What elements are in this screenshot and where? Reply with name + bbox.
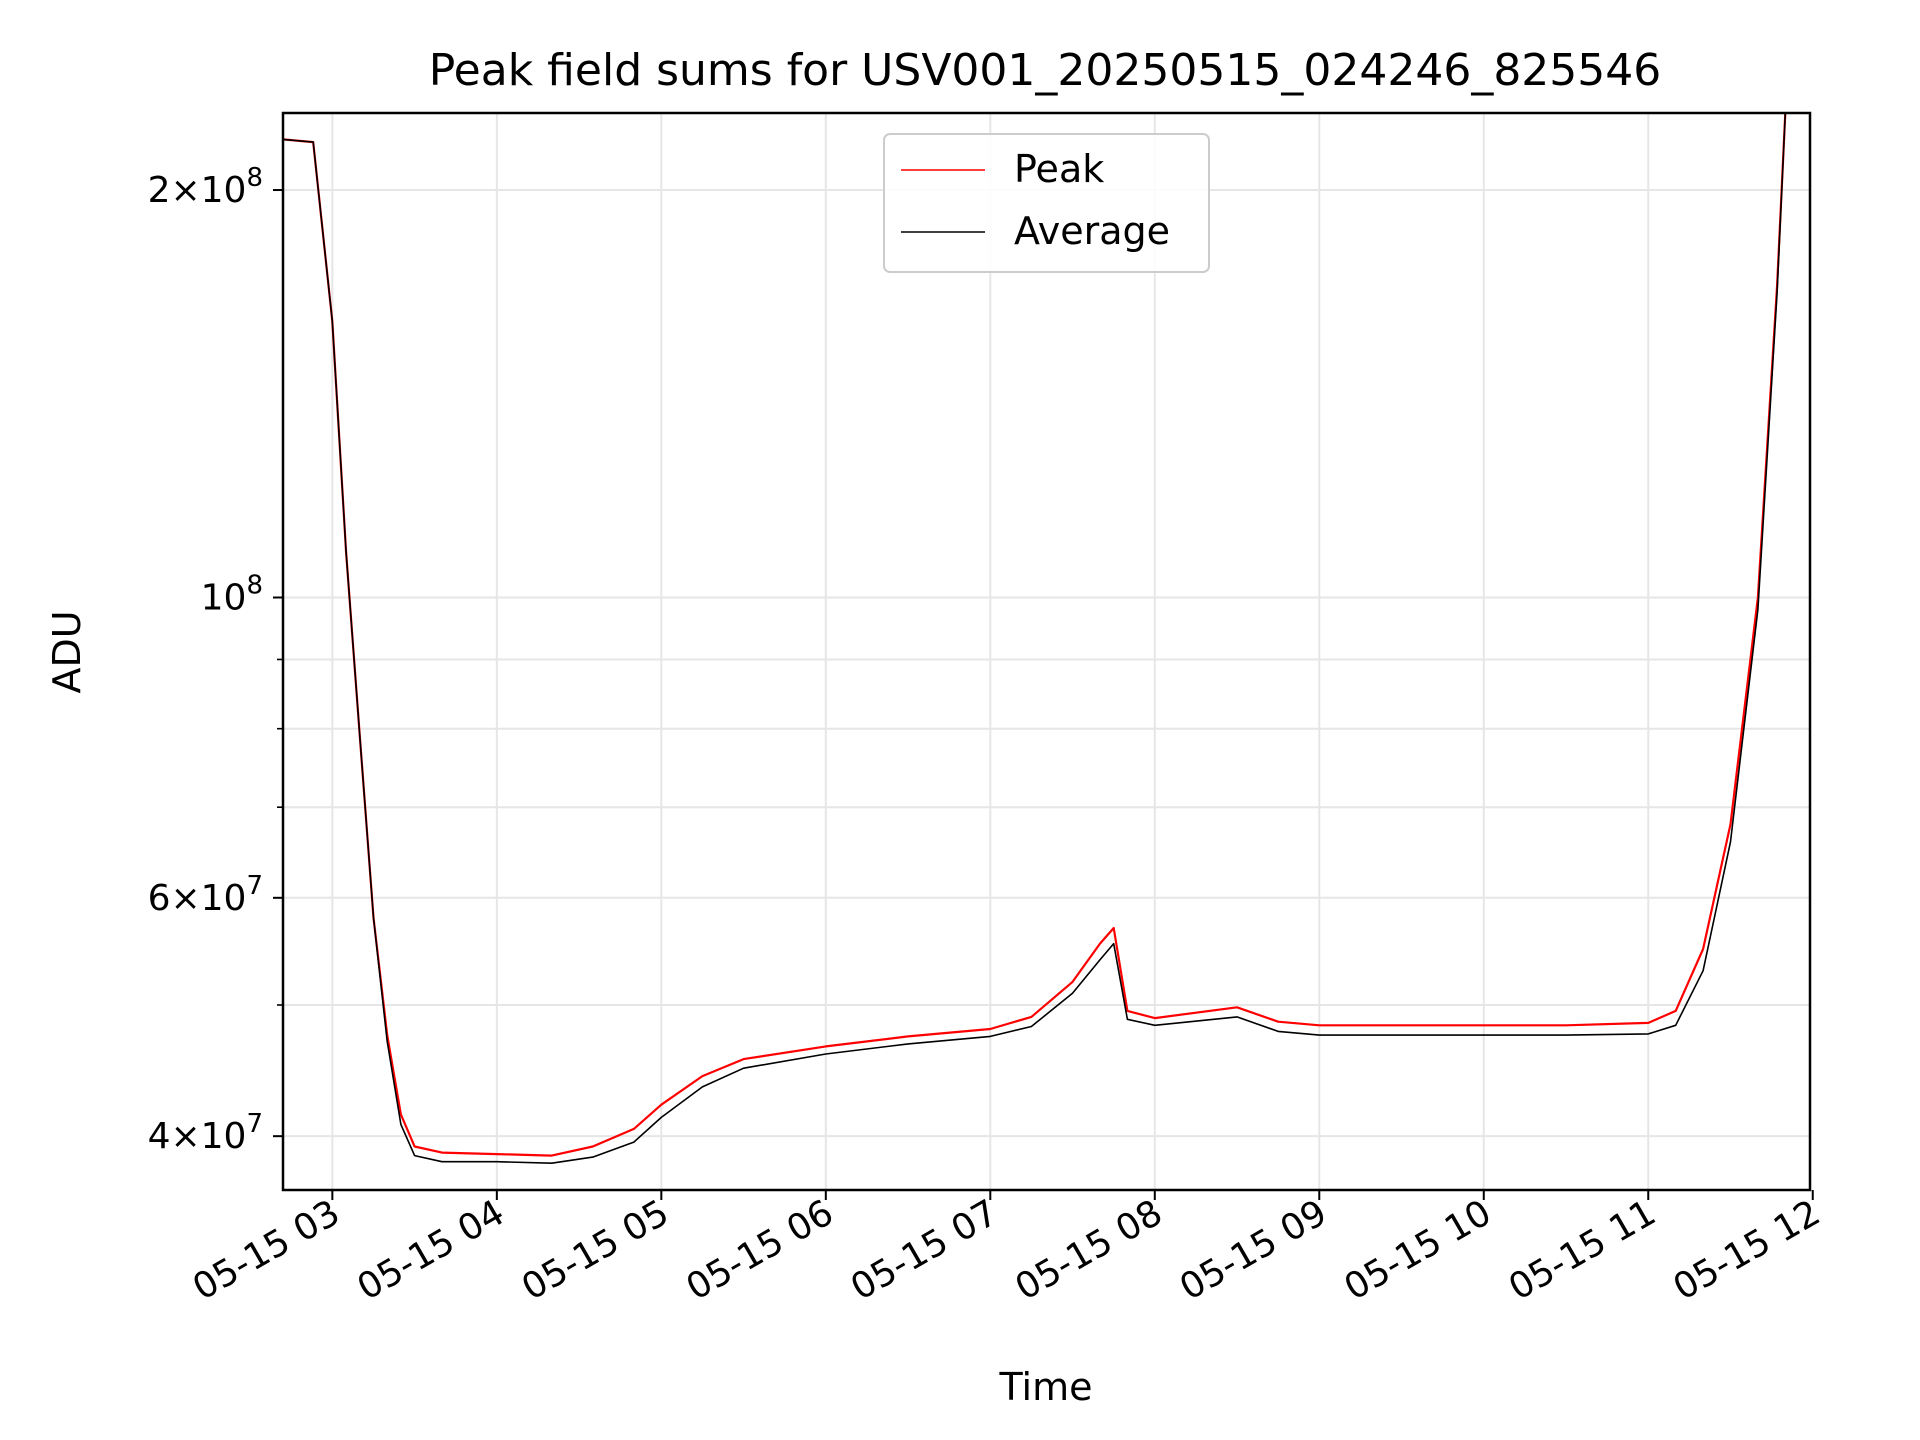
x-axis-label: Time (999, 1365, 1093, 1409)
legend-label-peak: Peak (1014, 147, 1104, 191)
y-tick-label: 6×107 (148, 871, 263, 919)
series-layer (283, 113, 1787, 1164)
y-axis: 4×107 6×107 108 2×108 (148, 163, 283, 1157)
legend-box (883, 133, 1210, 273)
legend-label-average: Average (1014, 209, 1170, 253)
chart-title: Peak field sums for USV001_20250515_0242… (429, 45, 1662, 96)
legend: Peak Average (883, 133, 1210, 273)
y-tick-label: 4×107 (148, 1109, 263, 1157)
y-tick-label: 108 (201, 571, 263, 619)
plot-frame (281, 111, 1812, 1192)
series-line-average (283, 113, 1787, 1164)
y-axis-label: ADU (45, 610, 89, 693)
series-line-peak (283, 113, 1787, 1157)
y-tick-label: 2×108 (148, 163, 263, 211)
